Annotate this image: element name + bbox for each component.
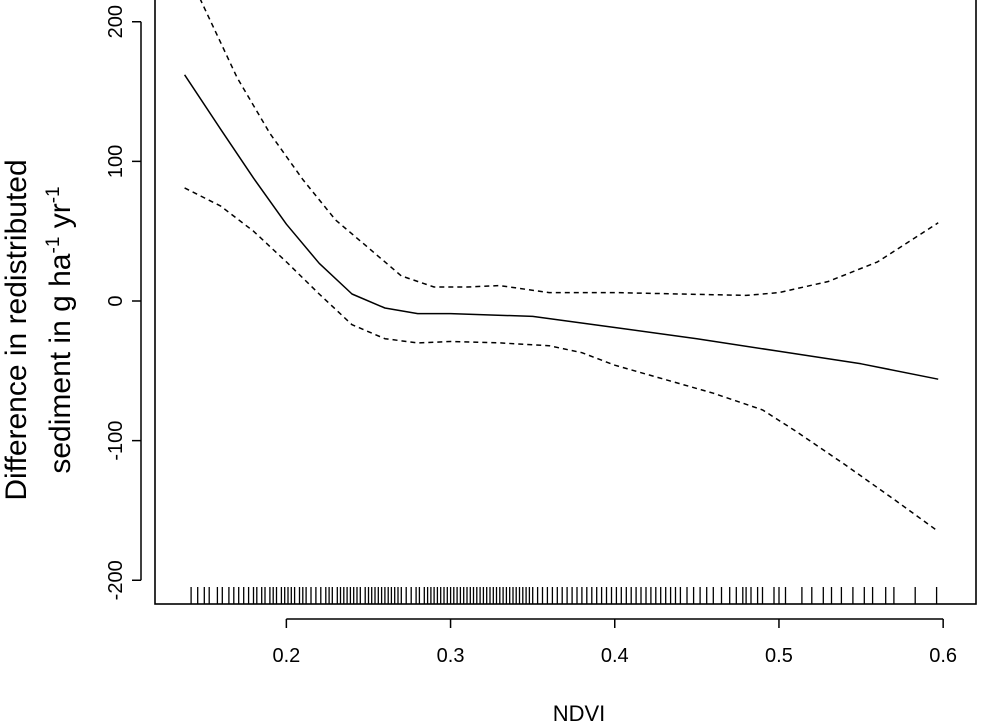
x-axis-label: NDVI	[553, 701, 606, 723]
x-tick-label: 0.2	[272, 645, 300, 667]
y-tick-label: 0	[105, 295, 127, 306]
x-tick-label: 0.4	[601, 645, 629, 667]
y-tick-label: -200	[105, 560, 127, 600]
y-axis-label-unit-text2: yr	[44, 203, 77, 236]
x-axis: 0.2 0.3 0.4 0.5 0.6	[272, 618, 957, 667]
series-layer	[183, 0, 939, 533]
plot-frame	[154, 0, 977, 605]
lower-confidence-line	[184, 187, 939, 533]
fitted-line	[183, 74, 939, 380]
rug-layer	[190, 587, 938, 604]
y-axis-label-line2: sediment in g ha-1 yr-1	[43, 186, 77, 473]
y-axis-label-unit-text: sediment in g ha	[44, 253, 77, 473]
y-tick-label: 200	[105, 5, 127, 38]
upper-confidence-line	[199, 0, 939, 297]
y-tick-label: 100	[105, 145, 127, 178]
y-axis-label-line1: Difference in redistributed	[0, 159, 33, 500]
x-tick-label: 0.6	[929, 645, 957, 667]
y-tick-label: -100	[105, 421, 127, 461]
x-tick-label: 0.5	[765, 645, 793, 667]
y-axis-label-sup1: -1	[43, 237, 64, 254]
y-axis-label-sup2: -1	[43, 186, 64, 203]
y-axis: 200 100 0 -100 -200	[105, 5, 142, 600]
x-tick-label: 0.3	[437, 645, 465, 667]
